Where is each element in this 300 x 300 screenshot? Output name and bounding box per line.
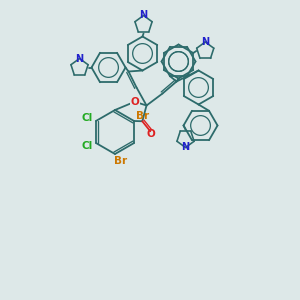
Text: N: N bbox=[140, 11, 148, 20]
Text: Br: Br bbox=[114, 156, 128, 166]
Text: N: N bbox=[201, 37, 209, 47]
Text: Br: Br bbox=[136, 111, 150, 121]
Text: O: O bbox=[147, 129, 156, 139]
Text: Cl: Cl bbox=[81, 141, 93, 151]
Text: N: N bbox=[76, 53, 84, 64]
Text: Cl: Cl bbox=[81, 113, 93, 123]
Text: O: O bbox=[130, 97, 139, 107]
Text: N: N bbox=[182, 142, 190, 152]
